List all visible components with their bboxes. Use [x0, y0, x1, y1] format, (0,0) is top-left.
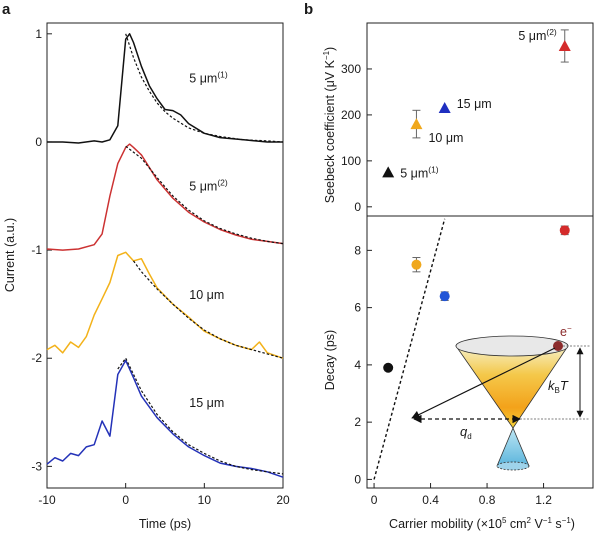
- upper-cone-rim: [455, 335, 569, 357]
- panel-a-xtick-label: 10: [198, 493, 212, 507]
- panel-a-ytick-label: -1: [31, 243, 42, 257]
- panel-a-xtick-label: 0: [122, 493, 129, 507]
- trace-label-3: 15 μm: [189, 396, 224, 410]
- fit-0: [125, 33, 284, 143]
- trace-label-2: 10 μm: [189, 288, 224, 302]
- panel-a-ytick-label: -2: [31, 351, 42, 365]
- decay-point: [383, 362, 394, 373]
- seebeck-ytick-label: 300: [341, 62, 361, 76]
- panel-a-frame: [46, 22, 284, 489]
- decay-ytick-label: 8: [354, 243, 361, 257]
- trace-label-sup: (2): [217, 178, 228, 188]
- panel-a-xlabel: Time (ps): [139, 517, 191, 531]
- decay-point: [439, 291, 450, 302]
- panel-a-letter: a: [2, 1, 11, 18]
- decay-ytick-label: 4: [354, 358, 361, 372]
- panel-a-ylabel: Current (a.u.): [3, 218, 17, 292]
- seebeck-point: [382, 166, 395, 178]
- seebeck-point-label-text: 5 μm: [518, 29, 546, 43]
- trace-label-text: 10 μm: [189, 288, 224, 302]
- momentum-label: qd: [460, 424, 472, 441]
- seebeck-point-label-sup: (2): [546, 27, 557, 37]
- trace-0: [47, 33, 283, 144]
- seebeck-point: [410, 118, 423, 130]
- seebeck-point-label: 15 μm: [457, 97, 492, 111]
- seebeck-point-label: 5 μm(2): [518, 27, 557, 43]
- scattering-arrow: [411, 347, 556, 419]
- lower-cone: [496, 426, 530, 467]
- energy-label: kBT: [548, 378, 569, 395]
- seebeck-point-label-text: 5 μm: [400, 166, 428, 180]
- decay-ytick-label: 6: [354, 301, 361, 315]
- decay-point: [411, 259, 422, 270]
- decay-xtick-label: 0: [371, 493, 378, 507]
- trace-1: [46, 143, 284, 251]
- decay-point: [559, 225, 570, 236]
- seebeck-point-label: 10 μm: [428, 131, 463, 145]
- seebeck-ytick-label: 0: [354, 200, 361, 214]
- seebeck-point-label: 5 μm(1): [400, 164, 439, 180]
- decay-xtick-label: 0.4: [422, 493, 439, 507]
- trace-label-text: 15 μm: [189, 396, 224, 410]
- fit-3: [117, 357, 284, 475]
- trace-label-text: 5 μm: [189, 71, 217, 85]
- dirac-cone-inset: e− kBT qd: [411, 324, 590, 471]
- electron-marker: [553, 341, 563, 351]
- trace-3: [46, 359, 284, 478]
- trace-2: [46, 251, 284, 359]
- fit-1: [125, 145, 284, 245]
- panel-b-frame: [366, 22, 594, 489]
- panel-a-ytick-label: -3: [31, 459, 42, 473]
- seebeck-point-label-text: 10 μm: [428, 131, 463, 145]
- decay-xtick-label: 1.2: [535, 493, 552, 507]
- trace-label-sup: (1): [217, 69, 228, 79]
- decay-xtick-label: 0.8: [479, 493, 496, 507]
- fit-2: [133, 260, 284, 359]
- panel-b-bottom-ylabel: Decay (ps): [323, 330, 337, 390]
- decay-ytick-label: 0: [354, 472, 361, 486]
- trace-label-1: 5 μm(2): [189, 178, 228, 194]
- seebeck-ytick-label: 100: [341, 154, 361, 168]
- panel-b-xlabel: Carrier mobility (×105 cm2 V−1 s−1): [389, 516, 575, 531]
- seebeck-point-label-sup: (1): [428, 164, 439, 174]
- seebeck-point: [558, 39, 571, 51]
- panel-a-traces: [46, 33, 284, 478]
- panel-b-letter: b: [304, 1, 313, 18]
- seebeck-point-label-text: 15 μm: [457, 97, 492, 111]
- panel-a-xtick-label: -10: [38, 493, 56, 507]
- panel-b-top-ylabel: Seebeck coefficient (μV K−1): [322, 47, 337, 203]
- panel-a-ytick-label: 1: [35, 27, 42, 41]
- seebeck-point: [438, 102, 451, 114]
- panel-a-ytick-label: 0: [35, 135, 42, 149]
- decay-plot: 0 2 4 6 8 0 0.4 0.8 1.2: [354, 218, 570, 507]
- decay-ytick-label: 2: [354, 415, 361, 429]
- panel-a-xtick-label: 20: [276, 493, 290, 507]
- lower-cone-base: [496, 461, 530, 471]
- electron-label: e−: [560, 324, 572, 339]
- decay-guide-line: [373, 218, 446, 480]
- trace-label-text: 5 μm: [189, 180, 217, 194]
- trace-label-0: 5 μm(1): [189, 69, 228, 85]
- seebeck-ytick-label: 200: [341, 108, 361, 122]
